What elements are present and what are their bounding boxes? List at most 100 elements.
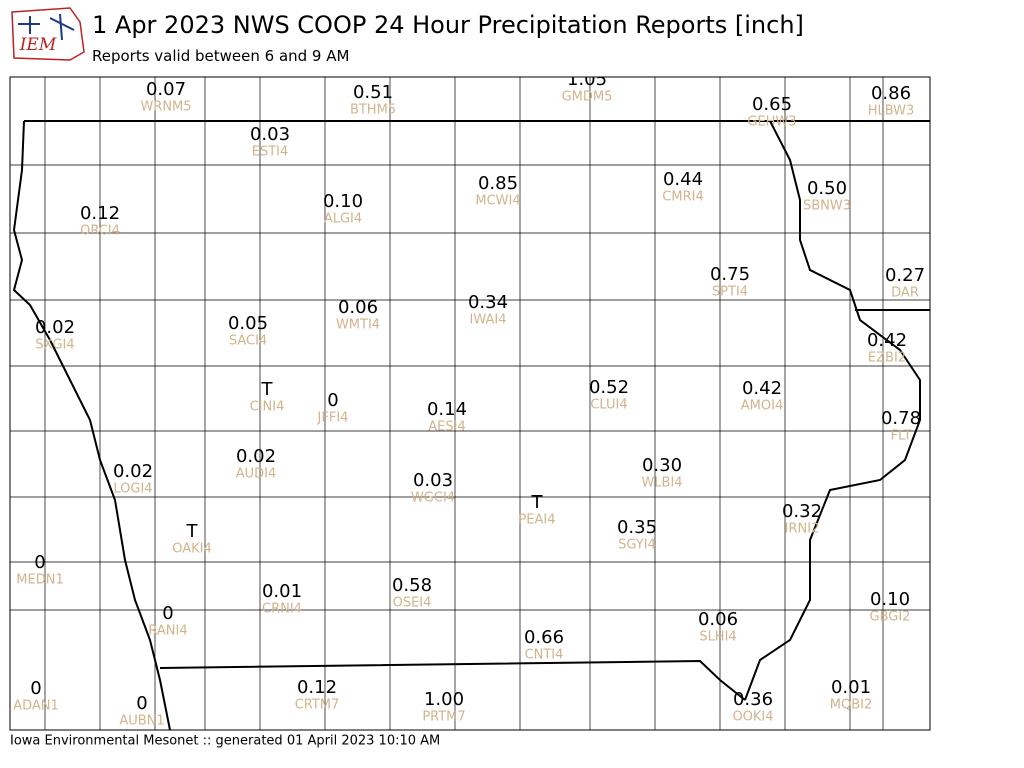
station-id: ESTI4 [252,145,289,160]
station-value: 0.12 [80,203,120,224]
station-id: SACI4 [229,334,267,349]
station-value: 0.06 [698,609,738,630]
station-value: 0.35 [617,517,657,538]
station-value: 0.07 [146,79,186,100]
station-id: MQBI2 [830,698,872,713]
station-id: EZBI2 [868,351,906,366]
station-id: DAR [891,286,919,301]
station-id: SLHI4 [699,630,736,645]
station-id: HLBW3 [868,104,915,119]
station-value: 0.78 [881,408,921,429]
station-id: PEAI4 [518,513,555,528]
station-value: T [186,521,199,542]
station-id: SGYI4 [618,538,656,553]
station-id: SPTI4 [712,285,748,300]
station-value: 0.52 [589,377,629,398]
station-id: PRTM7 [422,710,465,725]
station-value: 0.14 [427,399,467,420]
station-value: 0.44 [663,169,703,190]
station-id: AMOI4 [741,399,783,414]
station-value: 0.02 [113,461,153,482]
station-id: CRNI4 [262,602,302,617]
station-id: GBGI2 [870,610,911,625]
station-value: 0.36 [733,689,773,710]
station-value: 0.58 [392,575,432,596]
station-id: SXGI4 [35,338,74,353]
station-value: 0.32 [782,501,822,522]
station-id: CRTM7 [295,698,340,713]
station-value: 0.06 [338,297,378,318]
station-id: FLT [891,429,912,444]
state-border [159,659,746,701]
station-value: 0 [327,390,338,411]
station-value: 0.75 [710,264,750,285]
station-value: 0.27 [885,265,925,286]
logo: IEM [11,7,85,61]
station-id: OSEI4 [393,596,432,611]
station-id: MCWI4 [475,194,520,209]
station-id: AESI4 [428,420,465,435]
map [10,77,930,730]
station-value: 0 [30,678,41,699]
station-id: OOKI4 [732,710,773,725]
station-value: 0.51 [353,82,393,103]
station-value: 0.02 [236,446,276,467]
station-id: AUDI4 [236,467,277,482]
station-id: CINI4 [250,400,285,415]
station-id: WLBI4 [641,476,682,491]
county-lines [10,77,930,730]
station-id: LOGI4 [113,482,152,497]
station-value: 0 [136,693,147,714]
station-id: RANI4 [148,624,187,639]
station-id: SBNW3 [803,199,851,214]
station-value: 0.12 [297,677,337,698]
station-value: 0 [34,552,45,573]
station-id: WGCI4 [411,491,455,506]
station-id: BTHM5 [350,103,396,118]
station-value: 0.42 [867,330,907,351]
map-frame [9,76,931,731]
station-id: CMRI4 [662,190,703,205]
station-id: WRNM5 [140,100,191,115]
station-value: 1.05 [567,69,607,90]
station-id: JFFI4 [317,411,349,426]
station-value: 0.10 [870,589,910,610]
station-value: 0.02 [35,317,75,338]
station-value: 0.10 [323,191,363,212]
station-value: 0.86 [871,83,911,104]
station-value: 0.01 [262,581,302,602]
